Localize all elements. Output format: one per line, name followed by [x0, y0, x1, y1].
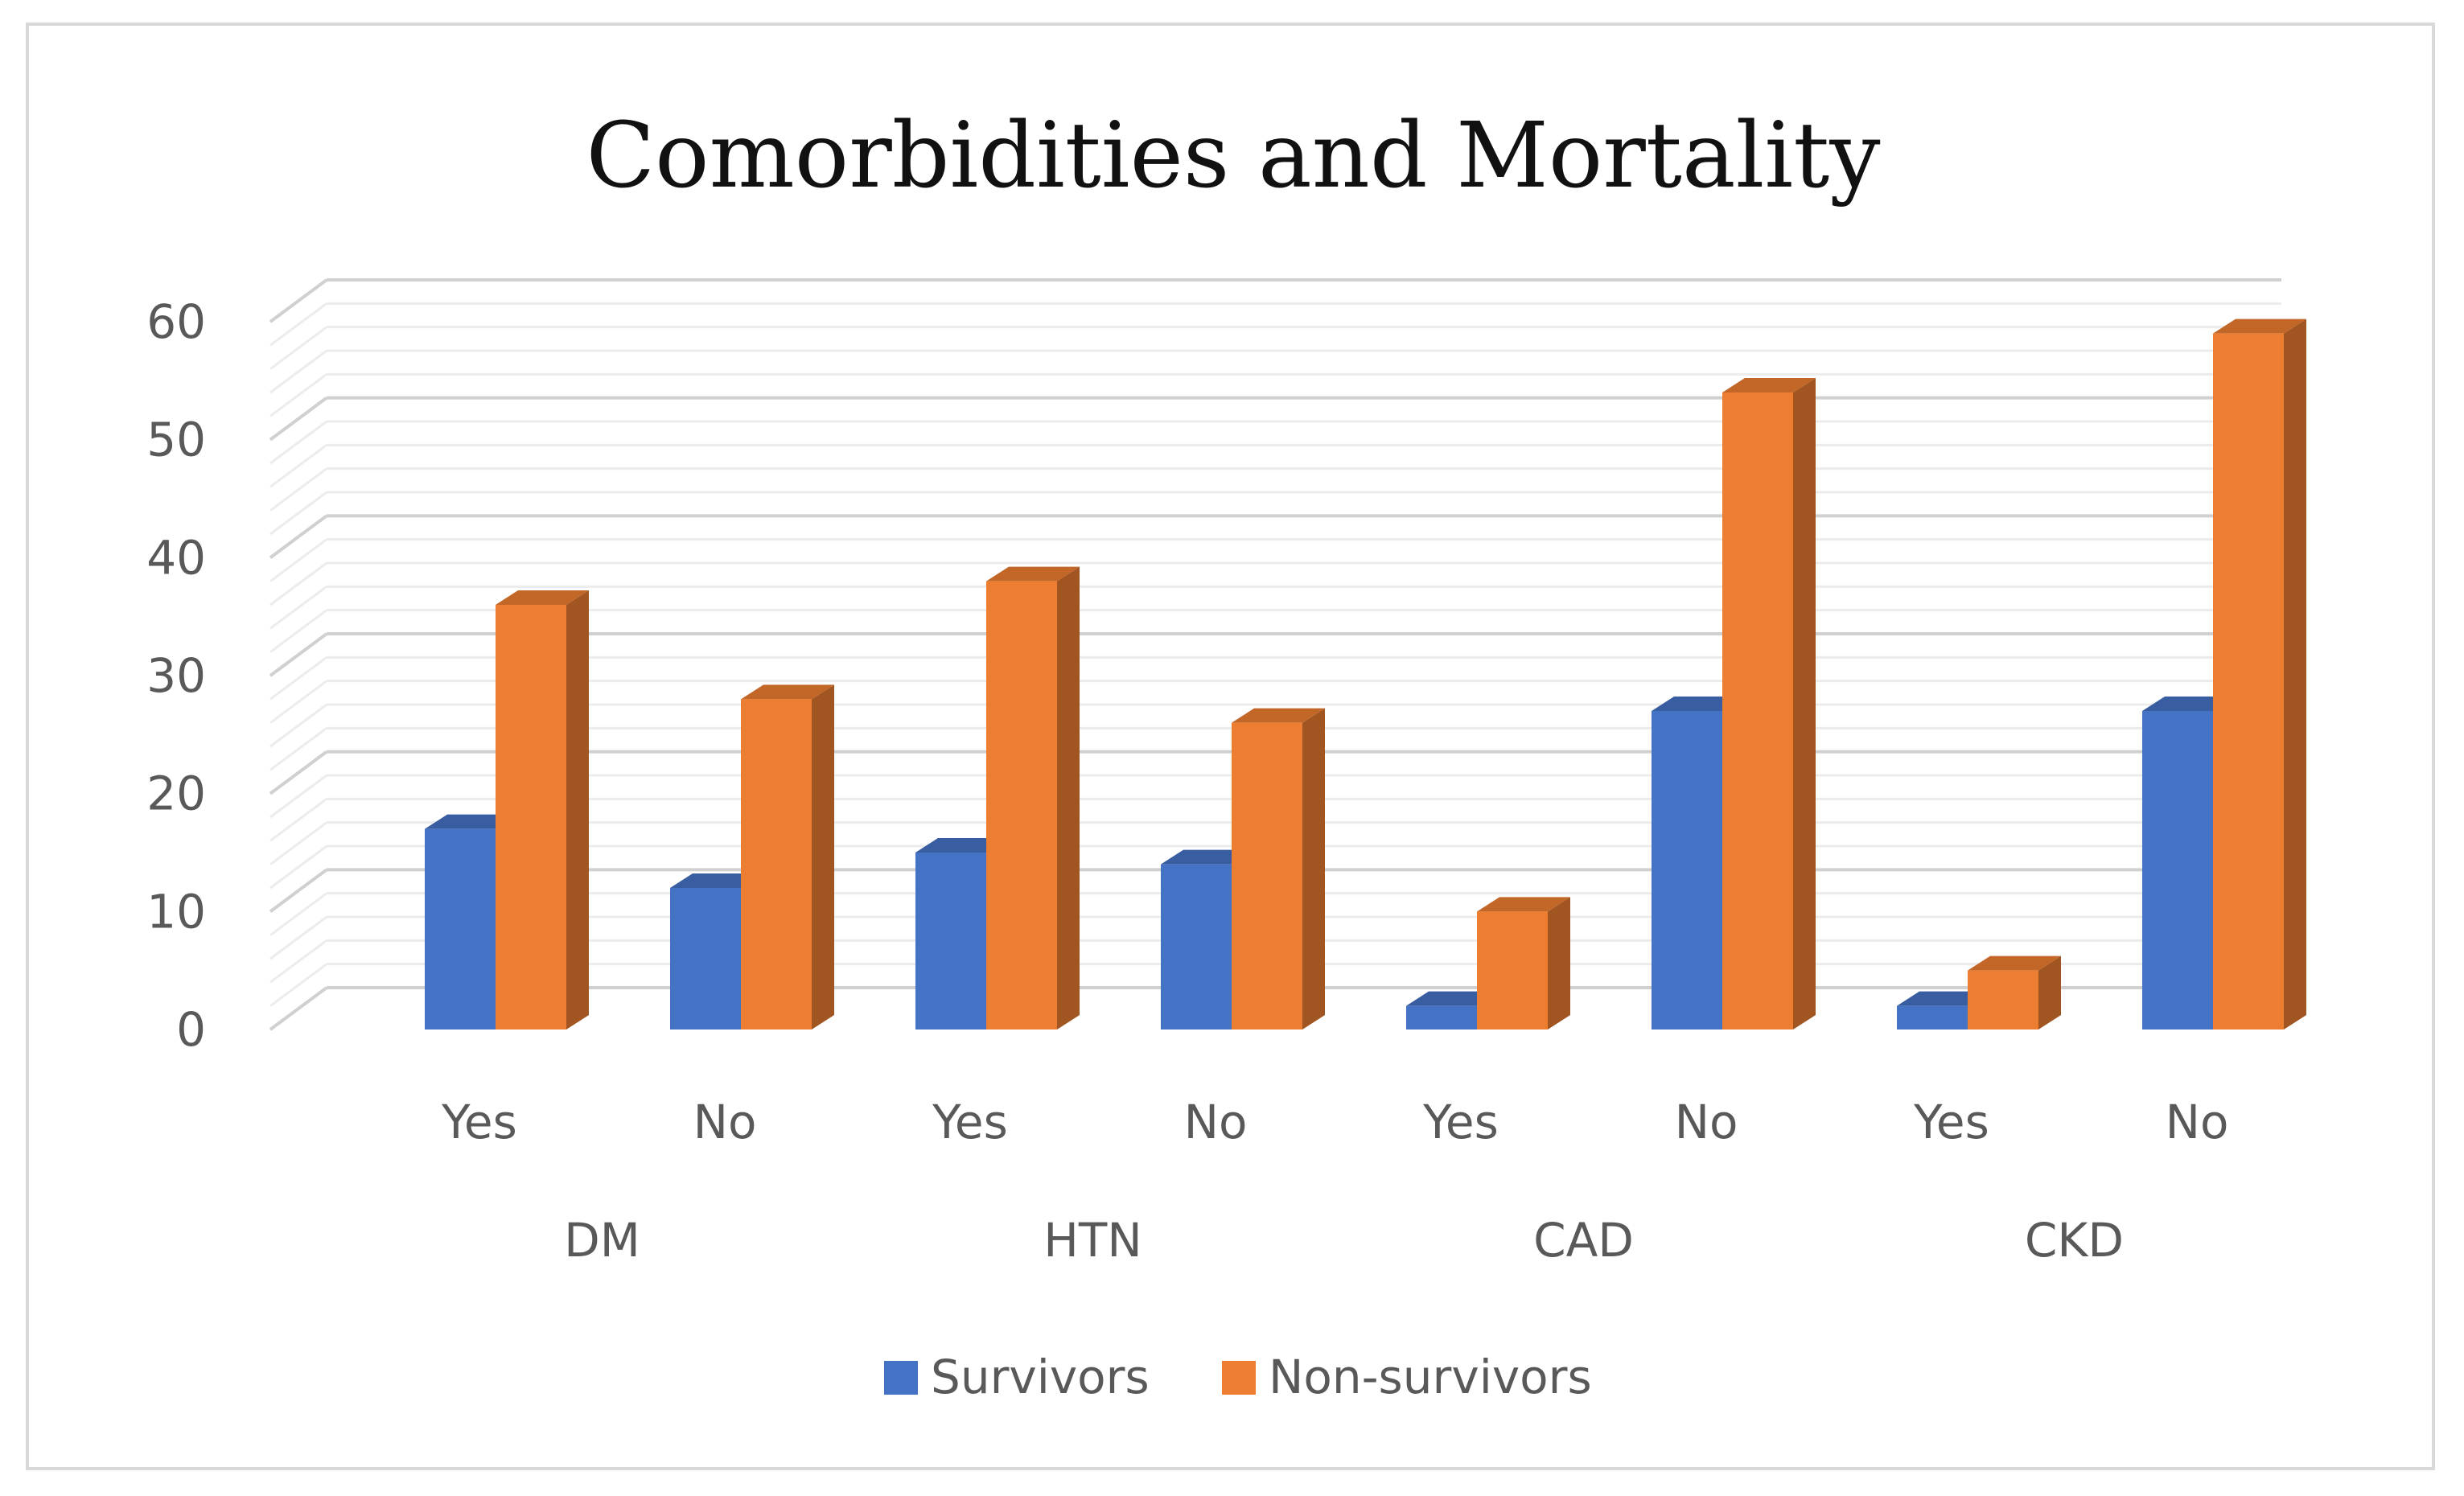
gridline-depth	[269, 420, 327, 465]
y-tick-label: 50	[146, 413, 206, 467]
gridline-depth	[269, 915, 327, 960]
bar-non-survivors-1	[741, 684, 834, 1030]
bar-non-survivors-4	[1477, 897, 1570, 1030]
gridline-depth	[269, 632, 328, 677]
gridline-depth	[269, 373, 327, 417]
gridline-depth	[269, 727, 327, 771]
legend-item-survivors: Survivors	[884, 1350, 1150, 1404]
x-subcategory-label: Yes	[1422, 1095, 1499, 1149]
legend-label: Non-survivors	[1269, 1350, 1592, 1404]
chart-title: Comorbidities and Mortality	[586, 104, 1880, 208]
bar-non-survivors-3	[1232, 708, 1325, 1030]
gridline-depth	[269, 349, 327, 394]
y-tick-label: 0	[176, 1002, 206, 1057]
bar-non-survivors-5	[1722, 378, 1816, 1030]
gridline-depth	[269, 302, 327, 347]
chart-frame: Comorbidities and Mortality 0 10 20 30 40 50 6…	[26, 23, 2435, 1470]
gridline-depth	[269, 326, 327, 370]
gridline-depth	[269, 444, 327, 488]
gridline-depth	[269, 561, 327, 606]
gridline-depth	[269, 963, 327, 1007]
x-group-label: CAD	[1533, 1213, 1634, 1268]
gridline-depth	[269, 986, 328, 1031]
y-tick-label: 10	[146, 884, 206, 939]
bar-non-survivors-2	[986, 566, 1080, 1030]
x-subcategory-label: Yes	[932, 1095, 1008, 1149]
gridline-depth	[269, 892, 327, 936]
x-subcategory-label: No	[1184, 1095, 1248, 1149]
legend: Survivors Non-survivors	[884, 1350, 1592, 1404]
gridline-depth	[269, 467, 327, 512]
x-subcategory-label: No	[1675, 1095, 1738, 1149]
x-subcategory-label: No	[2166, 1095, 2229, 1149]
gridline-depth	[269, 939, 327, 984]
gridline-depth	[269, 845, 327, 890]
gridline-depth	[269, 278, 328, 323]
gridline-depth	[269, 821, 327, 865]
gridline-depth	[269, 774, 327, 819]
x-group-label: CKD	[2025, 1213, 2124, 1268]
gridline-depth	[269, 798, 327, 842]
x-group-label: DM	[564, 1213, 640, 1268]
gridline-depth	[269, 680, 327, 724]
y-tick-label: 40	[146, 530, 206, 585]
x-axis-labels: Yes No DM Yes No HTN Yes No CAD Yes No CKD	[441, 1095, 2228, 1268]
bar-non-survivors-7	[2213, 319, 2306, 1030]
gridline-depth	[269, 514, 328, 559]
gridline-depth	[269, 609, 327, 653]
x-subcategory-label: Yes	[441, 1095, 517, 1149]
y-tick-label: 60	[146, 294, 206, 349]
gridline-depth	[269, 397, 328, 442]
gridline-depth	[269, 750, 328, 795]
x-group-label: HTN	[1043, 1213, 1142, 1268]
y-tick-label: 20	[146, 766, 206, 821]
gridline-depth	[269, 538, 327, 582]
x-subcategory-label: No	[693, 1095, 757, 1149]
x-subcategory-label: Yes	[1913, 1095, 1989, 1149]
legend-swatch	[884, 1361, 918, 1395]
bars	[425, 319, 2306, 1030]
legend-swatch	[1222, 1361, 1256, 1395]
gridline-depth	[269, 491, 327, 536]
legend-label: Survivors	[931, 1350, 1150, 1404]
gridline-depth	[269, 868, 328, 913]
gridline-depth	[269, 586, 327, 630]
chart-svg: Comorbidities and Mortality 0 10 20 30 40 50 6…	[146, 104, 2306, 1404]
gridline-depth	[269, 656, 327, 701]
bar-non-survivors-0	[496, 590, 589, 1030]
gridline-depth	[269, 703, 327, 748]
bar-non-survivors-6	[1968, 956, 2061, 1030]
y-axis-ticks: 0 10 20 30 40 50 60	[146, 294, 206, 1057]
y-tick-label: 30	[146, 648, 206, 703]
legend-item-non-survivors: Non-survivors	[1222, 1350, 1592, 1404]
